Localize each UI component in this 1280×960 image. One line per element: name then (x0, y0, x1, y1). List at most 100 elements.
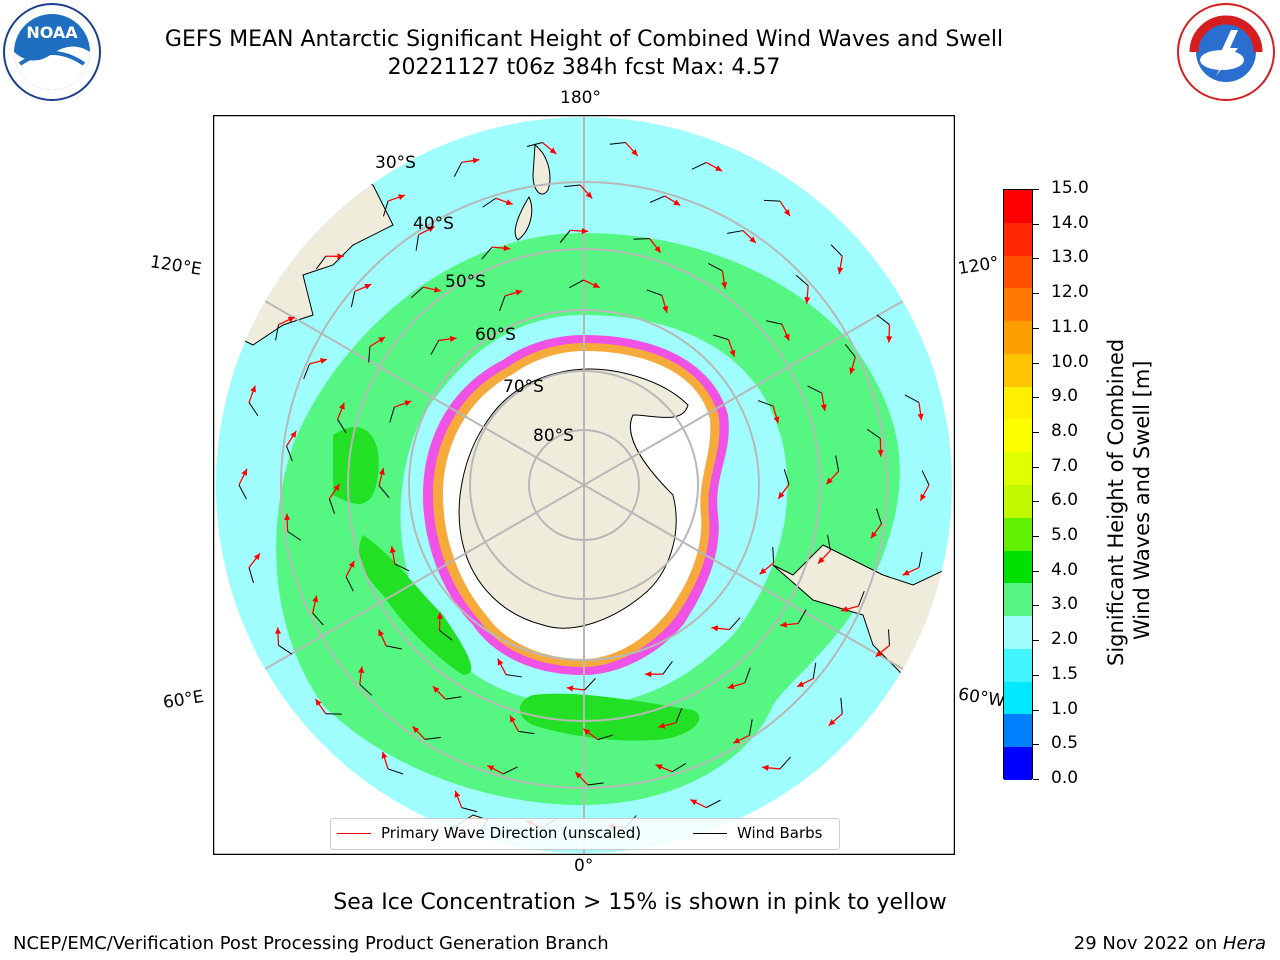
wave-arrow-head (250, 385, 256, 393)
wind-barb (797, 609, 807, 624)
wave-arrow-head (849, 367, 856, 375)
wind-barb (386, 645, 402, 650)
wave-arrow-head (818, 556, 825, 564)
colorbar-segment (1004, 386, 1032, 420)
wave-arrow-head (253, 553, 261, 561)
colorbar-tick-mark (1033, 431, 1039, 433)
colorbar-tick-mark (1033, 640, 1039, 642)
black-line-icon (693, 833, 727, 834)
wave-arrow-head (841, 606, 848, 613)
wave-arrow-head (312, 595, 319, 603)
wave-arrow-head (917, 413, 924, 421)
wind-barb (827, 534, 831, 551)
wind-barb (835, 455, 840, 472)
wind-barb (888, 629, 890, 646)
wind-barb (238, 484, 247, 500)
colorbar-tick-mark (1033, 779, 1039, 780)
wind-barb (445, 696, 462, 700)
colorbar-segment (1004, 648, 1032, 683)
wind-barb (526, 142, 543, 148)
wave-arrow-head (902, 569, 910, 576)
wind-barb (505, 674, 522, 678)
wave-arrow-head (690, 799, 698, 806)
wave-band-3-4m (276, 233, 900, 805)
wind-barb (389, 406, 395, 423)
wave-arrow-head (654, 245, 661, 253)
lat-label-30s: 30°S (375, 153, 416, 173)
wave-arrow-head (655, 764, 663, 771)
legend-item-wind-barbs: Wind Barbs (693, 824, 822, 842)
colorbar-segment (1004, 550, 1032, 584)
wind-barb (766, 320, 782, 325)
legend-label-wave-direction: Primary Wave Direction (unscaled) (381, 824, 642, 842)
wave-arrow-head (509, 715, 516, 723)
lat-label-50s: 50°S (445, 272, 486, 292)
colorbar-tick-mark (1033, 709, 1039, 711)
colorbar-tick-mark (1033, 223, 1039, 225)
colorbar-segment (1004, 616, 1032, 650)
wind-barb (597, 734, 614, 741)
wave-arrow-head (631, 149, 638, 156)
wave-arrow-head (566, 685, 574, 692)
wind-barb (569, 279, 584, 289)
colorbar-tick-label: 8.0 (1051, 420, 1079, 441)
wind-barb (424, 736, 441, 740)
wave-arrow-head (886, 336, 893, 343)
map-legend: Primary Wave Direction (unscaled) Wind B… (330, 818, 840, 850)
wave-arrow-head (826, 477, 833, 485)
wind-barb (633, 238, 650, 240)
wind-barb (748, 719, 753, 736)
colorbar-tick-mark (1033, 501, 1039, 503)
antarctica-landmass (458, 368, 689, 629)
wind-barb (312, 612, 324, 626)
wave-arrow-head (358, 666, 365, 674)
colorbar-ticks: 15.0 14.0 13.0 12.0 11.0 10.0 9.0 8.0 7.0 6.0 5.0 4… (1033, 178, 1093, 788)
wave-arrow-head (828, 719, 836, 726)
wave-arrow-head (711, 625, 719, 632)
wind-barb (481, 246, 493, 260)
colorbar-tick-label: 14.0 (1051, 212, 1089, 233)
chart-subtitle: 20221127 t06z 384h fcst Max: 4.57 (387, 55, 781, 80)
wind-barb (350, 291, 356, 308)
legend-item-wave-direction: Primary Wave Direction (unscaled) (337, 824, 641, 842)
wind-barb (844, 344, 856, 358)
colorbar-tick-mark (1033, 536, 1039, 538)
wind-barb (415, 234, 420, 251)
nws-logo (1177, 3, 1275, 101)
colorbar-segment (1004, 353, 1032, 388)
wind-barb (691, 161, 707, 170)
colorbar-tick-mark (1033, 189, 1039, 190)
wave-arrow-head (320, 357, 327, 364)
colorbar-tick-mark (1033, 570, 1039, 572)
wave-arrow-head (549, 147, 557, 154)
wave-arrow-head (797, 681, 805, 687)
wind-barb (248, 402, 259, 417)
wave-arrow-head (241, 468, 247, 476)
colorbar-tick-label: 3.0 (1051, 594, 1079, 615)
colorbar-tick-mark (1033, 293, 1039, 295)
wind-barb (779, 756, 791, 770)
wave-arrow-head (875, 650, 883, 657)
colorbar-tick-label: 7.0 (1051, 455, 1079, 476)
colorbar-tick-label: 5.0 (1051, 525, 1079, 546)
wave-arrow-head (581, 228, 589, 235)
wave-arrow-head (804, 297, 811, 304)
colorbar-tick-label: 1.0 (1051, 698, 1079, 719)
colorbar-segment (1004, 714, 1032, 748)
wind-barb (387, 768, 404, 775)
colorbar-tick-mark (1033, 327, 1039, 329)
wind-barb (584, 678, 596, 691)
wave-arrow-head (673, 199, 681, 206)
wave-arrow-head (870, 531, 878, 539)
wave-arrow-head (497, 658, 504, 666)
colorbar-segment (1004, 419, 1032, 453)
wave-arrow-head (727, 683, 735, 690)
colorbar-segment (1004, 321, 1032, 355)
colorbar-segment (1004, 747, 1032, 781)
wave-arrow-head (348, 560, 355, 568)
wind-barb (795, 274, 809, 287)
wave-arrow-head (715, 165, 723, 172)
wind-barb (812, 662, 817, 679)
colorbar-tick-mark (1033, 605, 1039, 607)
wind-barb (728, 617, 741, 630)
